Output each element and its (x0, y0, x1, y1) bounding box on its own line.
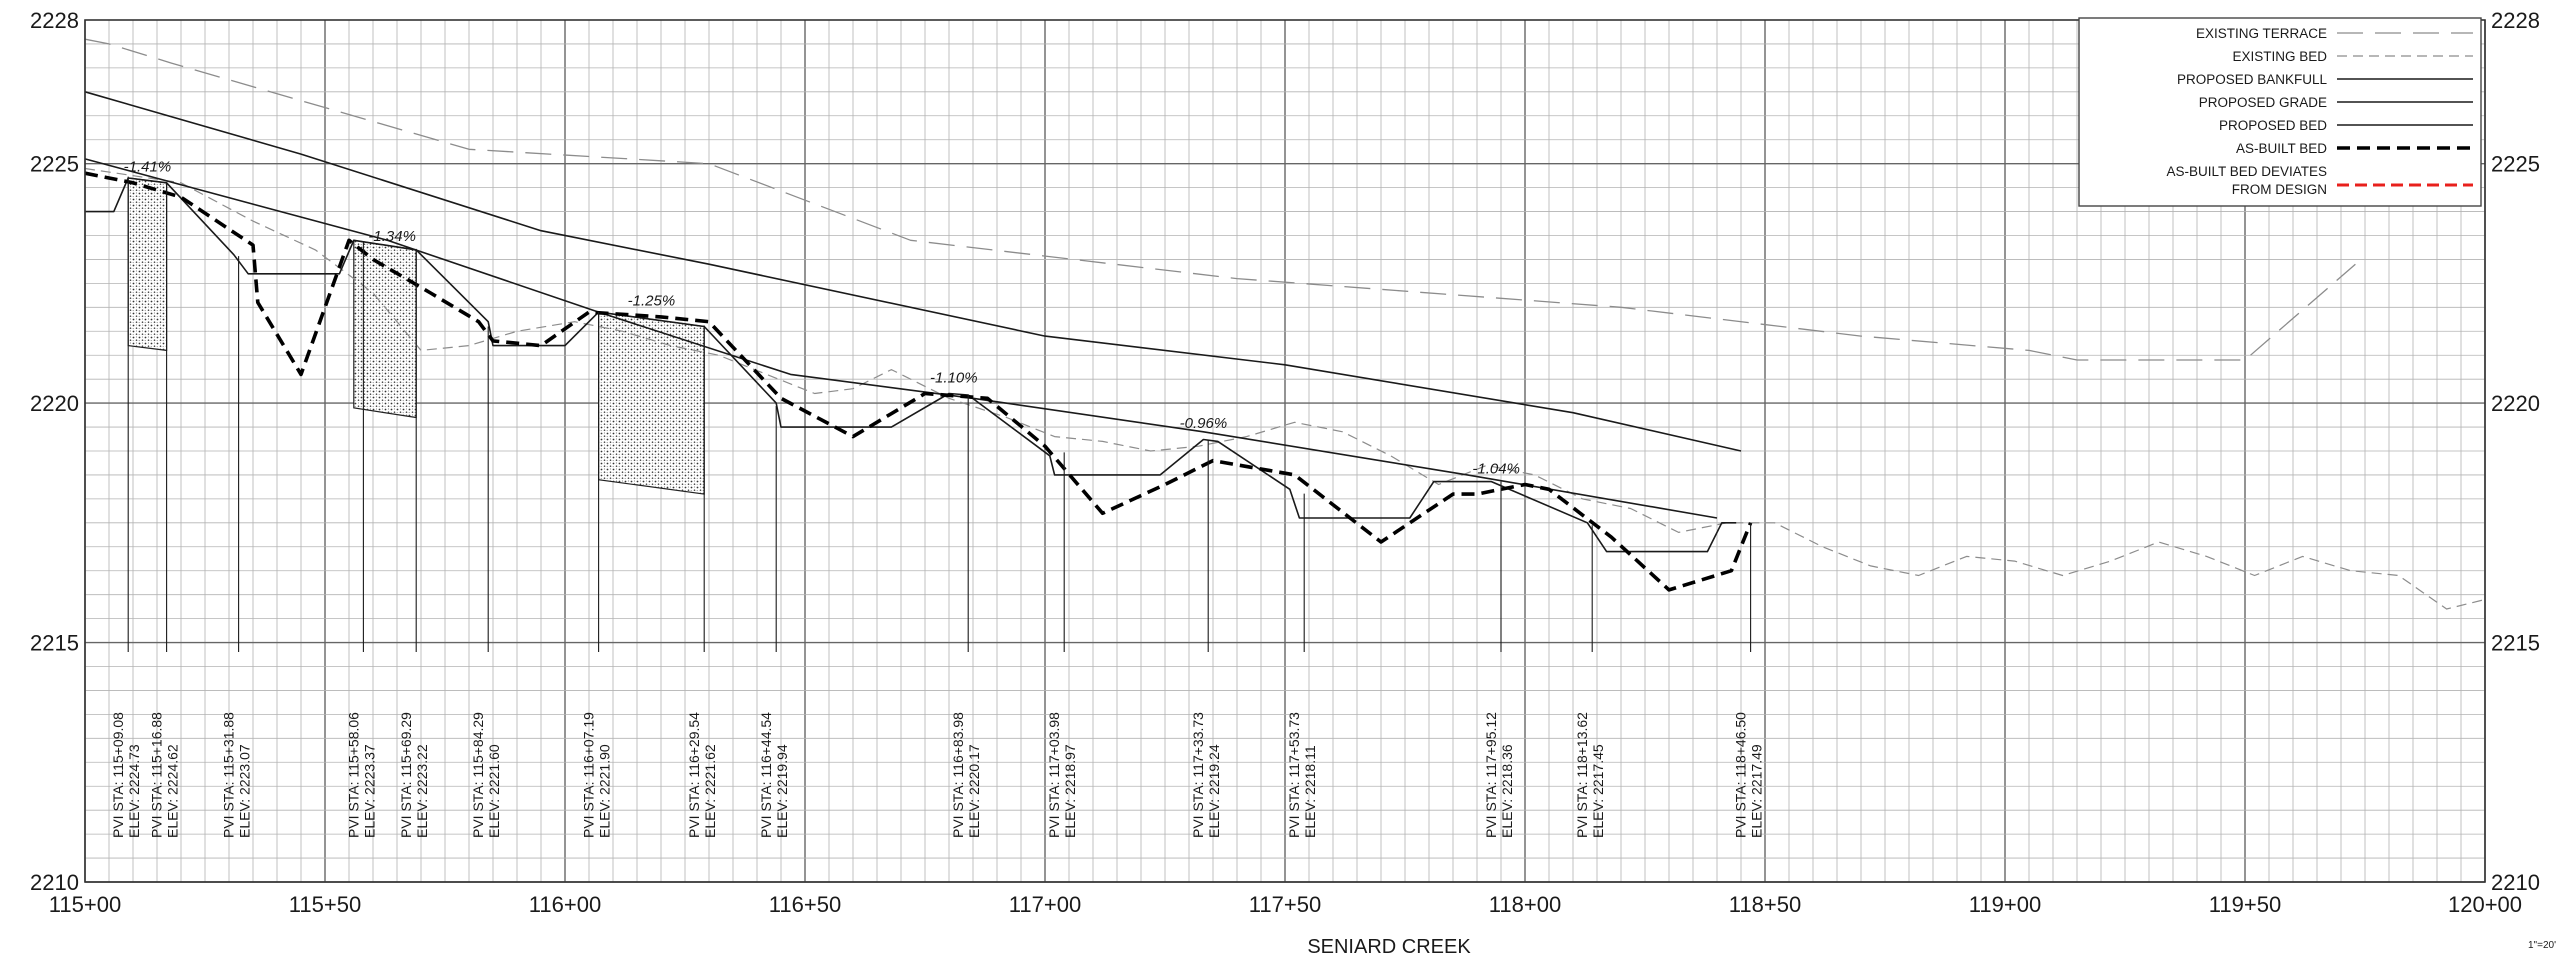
pvi-label: PVI STA: 115+69.29ELEV: 2223.22 (398, 712, 430, 838)
y-tick-label-left: 2228 (30, 8, 79, 33)
y-tick-label-right: 2215 (2491, 631, 2540, 656)
stone-structures (127, 177, 705, 495)
x-tick-label: 117+50 (1249, 892, 1321, 917)
x-tick-label: 119+00 (1969, 892, 2041, 917)
x-tick-label: 115+00 (49, 892, 121, 917)
pvi-label: PVI STA: 116+07.19ELEV: 2221.90 (581, 712, 613, 838)
pvi-label: PVI STA: 118+46.50ELEV: 2217.49 (1733, 712, 1765, 838)
scale-note: 1"=20' (2528, 940, 2556, 951)
legend-label: EXISTING TERRACE (2196, 26, 2327, 41)
x-tick-label: 117+00 (1009, 892, 1081, 917)
legend-label: AS-BUILT BED DEVIATES (2166, 164, 2327, 179)
x-axis-title: SENIARD CREEK (1307, 936, 1471, 958)
grade-labels: -1.41% -1.34% -1.25% -1.10% -0.96% -1.04% (124, 159, 1520, 478)
x-tick-label: 120+00 (2448, 892, 2522, 917)
y-tick-label-left: 2210 (30, 870, 79, 895)
y-tick-label-right: 2220 (2491, 391, 2540, 416)
y-tick-label-right: 2228 (2491, 8, 2540, 33)
legend-label: PROPOSED GRADE (2199, 95, 2327, 110)
series-existing-bed (84, 167, 2486, 610)
axes: 115+00 115+50 116+00 116+50 117+00 117+50 118+… (30, 8, 2540, 917)
grade-label: -1.04% (1472, 460, 1520, 477)
pvi-label: PVI STA: 117+95.12ELEV: 2218.36 (1483, 712, 1515, 838)
grade-label: -0.96% (1180, 415, 1228, 432)
pvi-label: PVI STA: 117+53.73ELEV: 2218.11 (1286, 712, 1318, 838)
legend: EXISTING TERRACE EXISTING BED PROPOSED BAN… (2078, 17, 2482, 207)
pvi-label: PVI STA: 115+58.06ELEV: 2223.37 (345, 712, 377, 838)
grade-label: -1.34% (368, 228, 416, 245)
grade-label: -1.25% (628, 293, 676, 310)
series-as-built-bed (84, 171, 1753, 592)
stone-structure (127, 177, 168, 352)
x-tick-label: 119+50 (2209, 892, 2281, 917)
x-tick-label: 116+00 (529, 892, 601, 917)
pvi-label: PVI STA: 117+03.98ELEV: 2218.97 (1046, 712, 1078, 838)
series-proposed-bankfull (84, 91, 1742, 452)
x-tick-label: 116+50 (769, 892, 841, 917)
y-tick-label-left: 2225 (30, 152, 79, 177)
series-existing-terrace (84, 38, 2356, 361)
pvi-label: PVI STA: 117+33.73ELEV: 2219.24 (1190, 712, 1222, 838)
pvi-label: PVI STA: 115+84.29ELEV: 2221.60 (470, 712, 502, 838)
series-proposed-bed (85, 177, 1737, 553)
legend-box (2078, 17, 2482, 207)
pvi-label: PVI STA: 116+44.54ELEV: 2219.94 (758, 712, 790, 838)
y-tick-label-right: 2210 (2491, 870, 2540, 895)
grade-label: -1.41% (124, 159, 172, 176)
pvi-callouts: PVI STA: 115+09.08ELEV: 2224.73 PVI STA: … (110, 176, 1765, 838)
x-tick-label: 118+50 (1729, 892, 1801, 917)
pvi-label: PVI STA: 115+16.88ELEV: 2224.62 (149, 712, 181, 838)
legend-label: FROM DESIGN (2232, 182, 2327, 197)
series-lines (84, 38, 2486, 610)
legend-label: PROPOSED BED (2219, 118, 2327, 133)
pvi-label: PVI STA: 115+09.08ELEV: 2224.73 (110, 712, 142, 838)
x-tick-label: 115+50 (289, 892, 361, 917)
pvi-label: PVI STA: 116+29.54ELEV: 2221.62 (686, 712, 718, 838)
grade-label: -1.10% (930, 369, 978, 386)
legend-label: PROPOSED BANKFULL (2177, 72, 2328, 87)
pvi-label: PVI STA: 115+31.88ELEV: 2223.07 (221, 712, 253, 838)
legend-label: AS-BUILT BED (2236, 141, 2327, 156)
x-tick-label: 118+00 (1489, 892, 1561, 917)
pvi-label: PVI STA: 118+13.62ELEV: 2217.45 (1574, 712, 1606, 838)
y-tick-label-left: 2220 (30, 391, 79, 416)
y-tick-label-left: 2215 (30, 631, 79, 656)
series-proposed-grade (84, 158, 1718, 519)
legend-label: EXISTING BED (2232, 49, 2327, 64)
pvi-label: PVI STA: 116+83.98ELEV: 2220.17 (950, 712, 982, 838)
plot-frame (84, 19, 2486, 883)
y-tick-label-right: 2225 (2491, 152, 2540, 177)
